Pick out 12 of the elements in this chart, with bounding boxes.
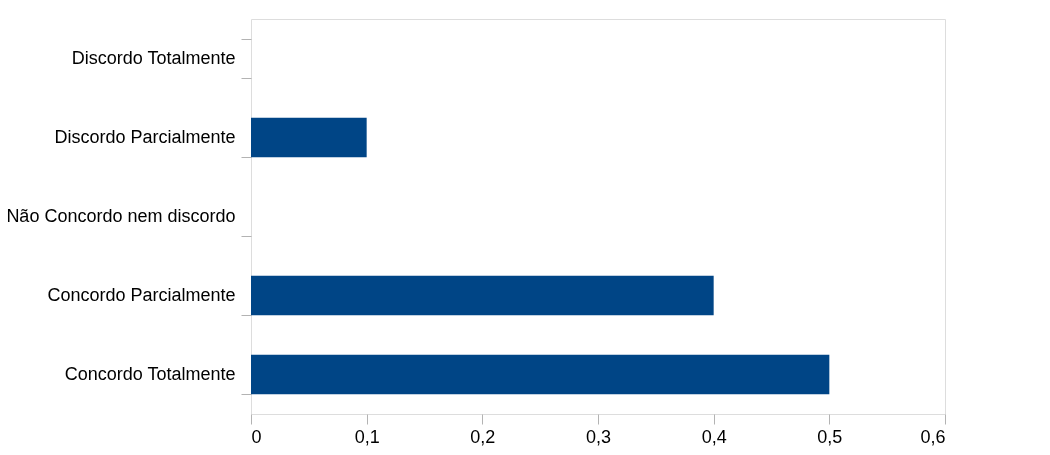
x-tick-label: 0,4 — [701, 426, 727, 447]
x-tick-label: 0,2 — [470, 426, 496, 447]
x-tick-label: 0 — [251, 426, 262, 447]
y-tick-label: Não Concordo nem discordo — [6, 206, 236, 226]
x-tick-label: 0,1 — [354, 426, 380, 447]
y-tick-label: Concordo Totalmente — [64, 364, 236, 384]
y-tick-label: Concordo Parcialmente — [47, 285, 236, 305]
x-tick-label: 0,5 — [817, 426, 843, 447]
x-tick-label: 0,3 — [585, 426, 612, 447]
x-tick-label: 0,6 — [920, 426, 946, 447]
y-tick-label: Discordo Parcialmente — [54, 127, 236, 147]
y-tick-label: Discordo Totalmente — [71, 48, 236, 68]
